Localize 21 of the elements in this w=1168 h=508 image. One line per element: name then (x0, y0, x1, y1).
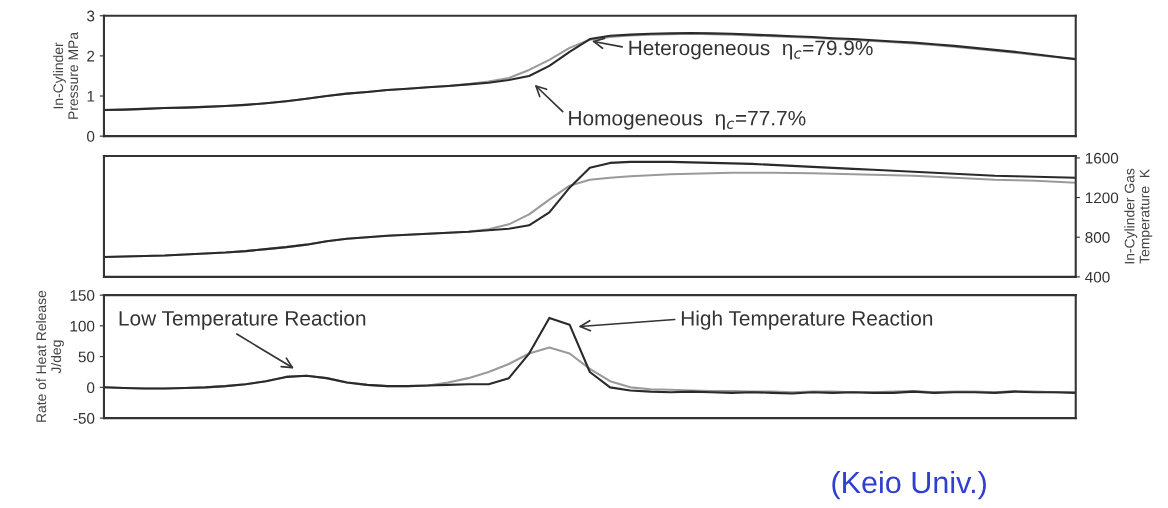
y-tick-label: 100 (70, 320, 95, 332)
y-tick-label: -50 (73, 412, 95, 424)
annotation: Homogeneous η$_{c}$=77.7% (569, 110, 806, 130)
y-tick-label: 150 (70, 290, 95, 301)
y-tick-label: 2 (87, 50, 95, 62)
annotation: High Temperature Reaction (681, 310, 933, 330)
y-axis-title: In-Cylinder Pressure MPa (52, 31, 79, 119)
text: (Keio Univ.) (832, 470, 986, 500)
y-tick-label: 3 (87, 10, 95, 22)
y-tick-label: 1 (87, 91, 95, 102)
y-axis-title: Rate of Heat Release J/deg (35, 290, 64, 422)
y-tick-label: 800 (1085, 232, 1110, 243)
annotation: Low Temperature Reaction (119, 310, 366, 330)
y-tick-label: 1600 (1085, 152, 1119, 164)
y-tick-label: 400 (1085, 271, 1110, 283)
y-tick-label: 0 (87, 382, 95, 394)
y-axis-title: In-Cylinder Gas Temperature K (1124, 168, 1153, 264)
y-tick-label: 50 (78, 351, 95, 363)
annotation: Heterogeneous η$_{c}$=79.9% (629, 40, 873, 60)
y-tick-label: 0 (87, 131, 95, 142)
y-tick-label: 1200 (1085, 192, 1119, 204)
